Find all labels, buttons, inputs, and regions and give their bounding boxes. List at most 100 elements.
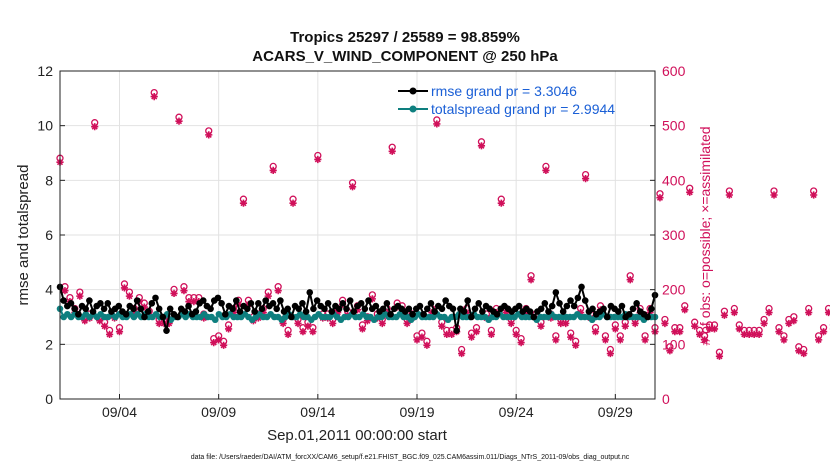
obs-assimilated-point — [671, 328, 679, 336]
rmse-point — [409, 310, 416, 318]
y-tick-label: 12 — [37, 63, 53, 79]
obs-assimilated-point — [185, 298, 193, 306]
obs-assimilated-point — [348, 183, 357, 191]
rmse-point — [379, 305, 387, 313]
obs-assimilated-point — [205, 131, 213, 139]
rmse-point — [221, 310, 229, 318]
legend: rmse grand pr = 3.3046 totalspread grand… — [398, 83, 615, 117]
obs-assimilated-point — [517, 339, 525, 347]
obs-assimilated-point — [61, 287, 69, 295]
obs-assimilated-point — [105, 330, 114, 338]
obs-assimilated-point — [765, 308, 773, 317]
obs-assimilated-point — [686, 188, 694, 196]
obs-assimilated-point — [497, 199, 505, 207]
y2-tick-label: 500 — [662, 118, 686, 134]
obs-assimilated-point — [299, 328, 307, 336]
obs-assimilated-point — [691, 322, 699, 330]
obs-assimilated-point — [443, 330, 451, 338]
rmse-point — [214, 294, 222, 302]
obs-assimilated-point — [269, 166, 277, 174]
obs-assimilated-point — [418, 333, 426, 341]
obs-assimilated-point — [96, 317, 104, 325]
rmse-point — [232, 297, 240, 304]
rmse-point — [159, 313, 167, 321]
obs-assimilated-point — [810, 191, 818, 199]
legend-spread-marker — [409, 105, 417, 113]
rmse-point — [185, 302, 192, 310]
obs-assimilated-point — [81, 317, 89, 325]
y-tick-label: 2 — [45, 336, 53, 352]
rmse-point — [288, 313, 295, 321]
rmse-point — [251, 308, 258, 315]
obs-assimilated-point — [522, 308, 530, 317]
legend-rmse-label: rmse grand pr = 3.3046 — [431, 83, 577, 99]
rmse-point — [537, 305, 545, 313]
obs-assimilated-point — [537, 322, 545, 330]
rmse-point — [515, 302, 523, 310]
obs-assimilated-point — [220, 341, 228, 349]
obs-assimilated-point — [581, 175, 590, 183]
rmse-point — [416, 302, 424, 310]
rmse-point — [273, 305, 280, 313]
obs-assimilated-point — [815, 336, 823, 344]
rmse-point — [442, 297, 449, 304]
obs-assimilated-point — [601, 336, 610, 344]
obs-assimilated-point — [150, 93, 158, 101]
obs-assimilated-point — [180, 287, 188, 295]
obs-assimilated-point — [785, 319, 793, 328]
rmse-point — [493, 310, 501, 318]
rmse-point — [603, 313, 611, 321]
obs-assimilated-point — [403, 319, 411, 328]
rmse-point — [614, 308, 622, 315]
rmse-point — [89, 308, 97, 315]
y2-axis-label: # of obs: o=possible; ×=assimilated — [697, 126, 713, 345]
obs-assimilated-point — [274, 287, 282, 295]
rmse-point — [464, 297, 471, 304]
rmse-point — [324, 300, 332, 307]
obs-assimilated-point — [760, 319, 768, 328]
obs-assimilated-point — [656, 194, 664, 202]
obs-assimilated-point — [666, 347, 674, 355]
rmse-point — [152, 294, 159, 302]
rmse-point — [115, 302, 123, 310]
rmse-point — [343, 305, 350, 313]
obs-assimilated-point — [487, 330, 495, 338]
obs-assimilated-point — [591, 328, 600, 336]
rmse-point — [559, 308, 567, 315]
obs-assimilated-point — [423, 341, 431, 349]
obs-assimilated-point — [819, 328, 828, 336]
obs-assimilated-point — [567, 333, 575, 341]
obs-assimilated-point — [378, 319, 386, 328]
rmse-point — [383, 300, 391, 307]
obs-assimilated-point — [368, 295, 376, 303]
obs-assimilated-point — [155, 319, 163, 328]
obs-assimilated-point — [76, 292, 84, 300]
obs-assimilated-point — [705, 325, 714, 333]
rmse-point — [82, 305, 90, 313]
rmse-point — [71, 305, 78, 313]
obs-assimilated-point — [229, 308, 238, 317]
rmse-point — [310, 305, 317, 313]
rmse-point — [453, 327, 460, 334]
y-tick-label: 4 — [45, 282, 53, 298]
obs-assimilated-point — [140, 303, 148, 311]
rmse-point — [97, 300, 104, 307]
obs-assimilated-point — [557, 319, 565, 328]
rmse-point — [570, 302, 578, 310]
obs-assimilated-point — [289, 199, 297, 207]
y-tick-label: 6 — [45, 227, 53, 243]
rmse-point — [166, 305, 174, 313]
obs-assimilated-point — [790, 317, 798, 325]
chart-title-line1: Tropics 25297 / 25589 = 98.859% — [290, 29, 520, 46]
obs-assimilated-point — [309, 328, 317, 336]
rmse-point — [618, 302, 626, 310]
obs-assimilated-point — [611, 325, 619, 333]
obs-series — [56, 88, 830, 360]
obs-assimilated-point — [125, 292, 134, 300]
obs-assimilated-point — [190, 298, 198, 306]
rmse-point — [247, 300, 255, 307]
rmse-point — [479, 308, 486, 315]
obs-assimilated-point — [467, 333, 476, 341]
obs-assimilated-point — [745, 330, 753, 338]
rmse-point — [471, 305, 479, 313]
